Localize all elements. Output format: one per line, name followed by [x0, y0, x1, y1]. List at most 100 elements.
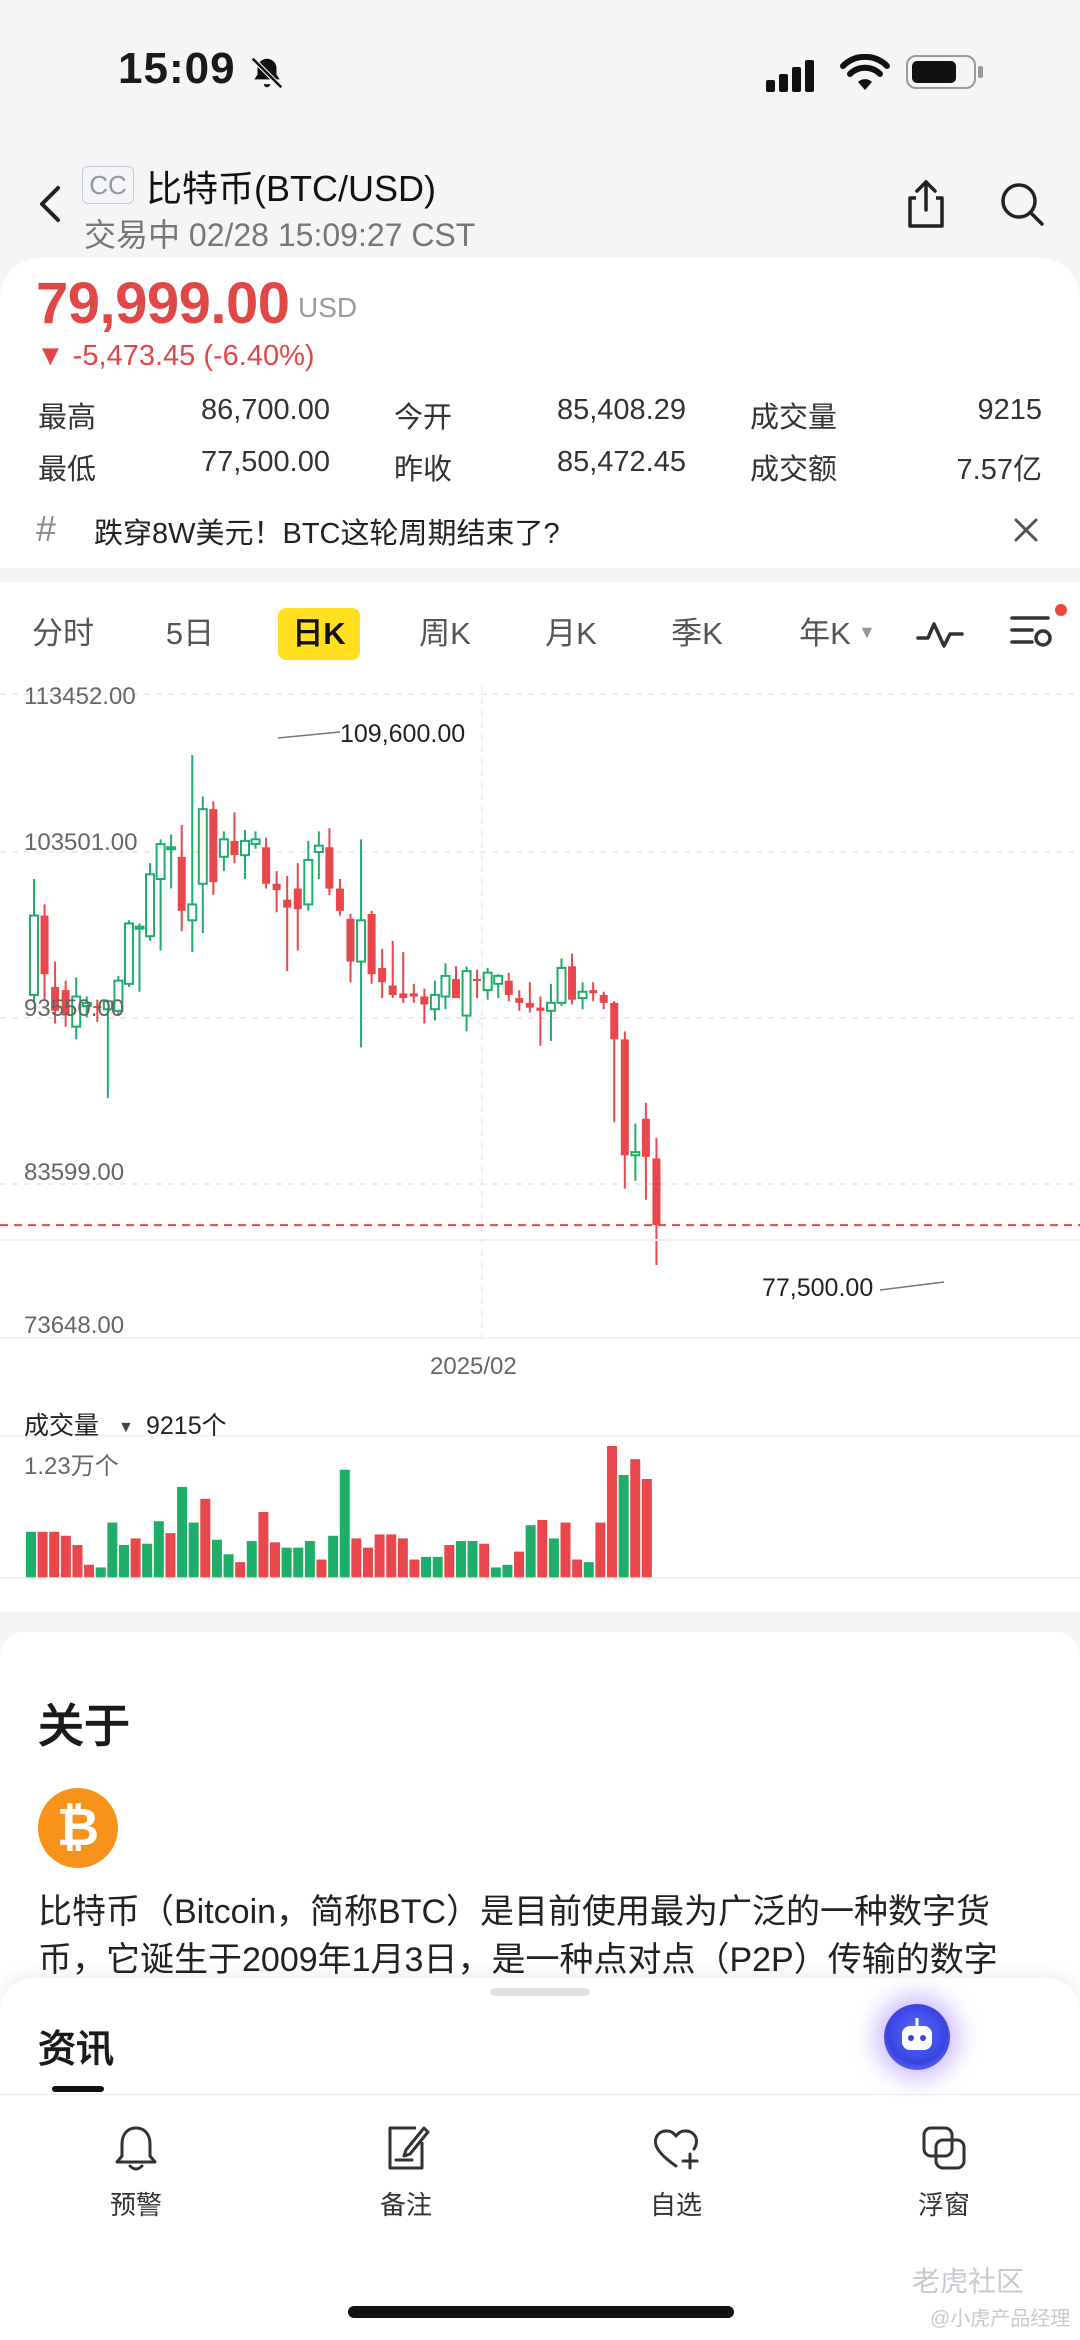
candle	[197, 808, 208, 885]
candle	[240, 839, 250, 857]
y-tick-label: 113452.00	[24, 683, 136, 710]
price-change: ▼ -5,473.45 (-6.40%)	[36, 340, 315, 372]
tab-yearly-k[interactable]: 年K	[799, 616, 851, 651]
stat-open-value: 85,408.29	[556, 394, 686, 426]
watermark-author: @小虎产品经理	[930, 2308, 1071, 2330]
candlestick-chart[interactable]: 113452.00 103501.00 93550.00 83599.00 73…	[0, 670, 1080, 1630]
candle	[209, 809, 218, 883]
candle	[429, 993, 440, 1011]
candle	[177, 856, 186, 911]
volume-bar	[374, 1534, 385, 1578]
sheet-drag-handle[interactable]	[490, 1988, 590, 1996]
volume-bar	[72, 1545, 83, 1578]
y-tick-label: 103501.00	[24, 829, 137, 856]
tab-weekly-k[interactable]: 周K	[419, 616, 471, 651]
volume-dropdown-icon[interactable]: ▼	[118, 1419, 134, 1436]
ai-assistant-button[interactable]	[884, 2004, 950, 2070]
candle	[577, 990, 588, 1000]
volume-bar	[618, 1475, 629, 1578]
candle	[399, 993, 408, 999]
volume-bar	[328, 1535, 339, 1578]
volume-bar	[641, 1479, 652, 1578]
candle	[113, 979, 124, 1012]
news-banner[interactable]	[0, 498, 1080, 568]
candle	[409, 993, 418, 997]
volume-bar	[130, 1538, 141, 1578]
volume-bar	[142, 1543, 153, 1578]
candle	[378, 967, 387, 983]
volume-bar	[386, 1534, 397, 1578]
dock-alert-button[interactable]: 预警	[76, 2120, 196, 2222]
chart-settings-icon[interactable]	[1006, 606, 1056, 656]
dock-label: 自选	[649, 2190, 702, 2220]
stat-low-label: 最低	[38, 454, 97, 486]
volume-bar	[26, 1531, 36, 1578]
volume-bar	[572, 1559, 583, 1578]
tab-daily-k[interactable]: 日K	[278, 608, 360, 660]
volume-bar	[409, 1559, 420, 1578]
candle	[218, 838, 229, 858]
tab-monthly-k[interactable]: 月K	[545, 616, 597, 651]
indicator-icon[interactable]	[916, 612, 964, 656]
volume-bar	[84, 1564, 95, 1578]
dock-watchlist-button[interactable]: 自选	[616, 2120, 736, 2222]
divider	[0, 2094, 1080, 2095]
volume-bar	[444, 1545, 455, 1578]
volume-bar	[188, 1522, 199, 1578]
candle	[620, 1039, 629, 1156]
tab-news[interactable]: 资讯	[38, 2029, 115, 2071]
volume-bar	[293, 1547, 304, 1578]
volume-bar	[270, 1542, 281, 1578]
volume-label[interactable]: 成交量	[24, 1412, 99, 1440]
candle	[51, 986, 60, 1011]
tab-5day[interactable]: 5日	[165, 616, 215, 651]
volume-bar	[455, 1541, 466, 1578]
volume-bar	[583, 1562, 594, 1578]
bell-off-icon	[251, 57, 283, 89]
volume-bar	[177, 1486, 188, 1578]
volume-bar	[165, 1533, 176, 1578]
dock-float-button[interactable]: 浮窗	[884, 2120, 1004, 2222]
chart-card	[0, 582, 1080, 1612]
volume-bar	[490, 1567, 501, 1578]
volume-bar	[607, 1446, 617, 1578]
candle	[313, 844, 324, 854]
search-button[interactable]	[994, 176, 1050, 232]
candle	[556, 966, 567, 1004]
candle	[93, 1006, 102, 1009]
stat-volume-label: 成交量	[750, 402, 838, 434]
volume-bar	[316, 1559, 327, 1578]
bitcoin-logo: ₿	[38, 1788, 118, 1868]
share-button[interactable]	[898, 176, 954, 232]
candle	[452, 979, 460, 999]
tab-dropdown-icon[interactable]: ▼	[858, 622, 876, 642]
volume-bar	[351, 1538, 362, 1578]
candle	[356, 919, 367, 963]
volume-bar	[397, 1538, 408, 1578]
stat-open-label: 今开	[394, 402, 453, 434]
tab-quarterly-k[interactable]: 季K	[671, 616, 723, 651]
candle	[134, 925, 145, 930]
home-indicator[interactable]	[348, 2306, 734, 2318]
x-axis-label: 2025/02	[430, 1353, 517, 1380]
candle	[293, 888, 302, 910]
candle	[589, 990, 598, 994]
close-icon[interactable]	[1008, 512, 1044, 548]
volume-bar	[548, 1538, 559, 1578]
tab-intraday[interactable]: 分时	[32, 616, 94, 651]
volume-bar	[223, 1554, 234, 1578]
candle	[482, 971, 493, 992]
candle	[568, 966, 577, 1000]
news-banner-text[interactable]: 跌穿8W美元！BTC这轮周期结束了?	[94, 518, 560, 550]
back-button[interactable]	[26, 176, 76, 232]
volume-value: 9215个	[146, 1412, 227, 1440]
watermark: 老虎社区	[912, 2266, 1025, 2297]
volume-bar	[514, 1551, 525, 1578]
volume-bar	[537, 1519, 548, 1578]
about-title: 关于	[38, 1700, 130, 1752]
candle	[187, 903, 198, 922]
dock-note-button[interactable]: 备注	[346, 2120, 466, 2222]
candle	[545, 1001, 556, 1012]
stat-high-value: 86,700.00	[200, 394, 330, 426]
volume-bar	[281, 1547, 292, 1578]
